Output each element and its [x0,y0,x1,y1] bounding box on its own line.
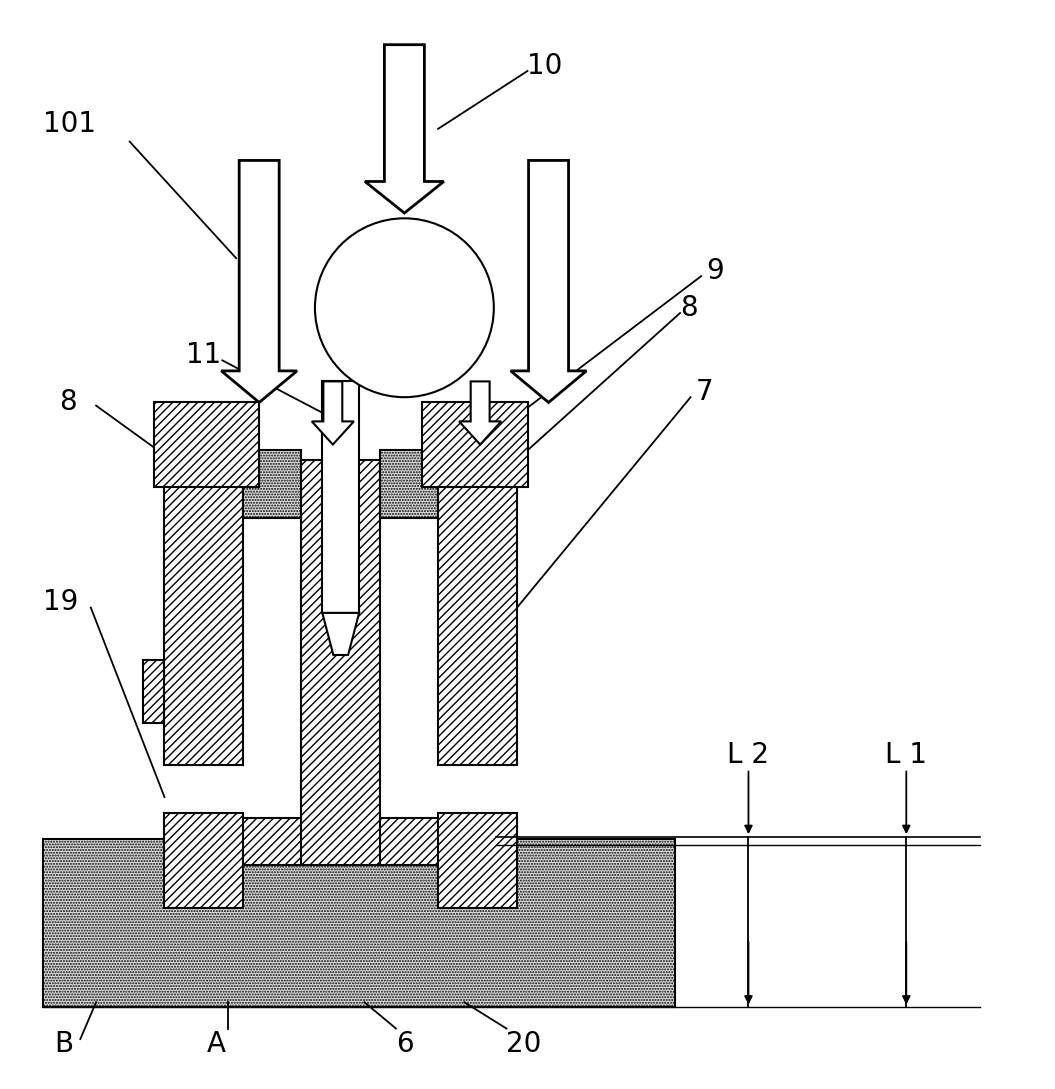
Polygon shape [323,613,359,654]
Bar [244,450,302,518]
Text: 6: 6 [396,1030,414,1059]
Circle shape [315,218,494,397]
Text: 101: 101 [43,110,96,137]
Text: 9: 9 [707,257,724,285]
Polygon shape [459,381,501,444]
Polygon shape [365,45,444,213]
Bar [43,840,675,1007]
Bar [165,818,517,866]
Text: L 2: L 2 [728,741,769,769]
Bar [438,812,517,907]
Bar [143,660,165,723]
Polygon shape [511,160,587,403]
Bar [323,381,359,613]
Text: B: B [54,1030,73,1059]
Text: A: A [207,1030,226,1059]
Text: 19: 19 [43,588,79,616]
Text: 8: 8 [680,294,697,321]
Text: 7: 7 [696,378,713,406]
Text: 8: 8 [59,389,77,416]
Text: L 1: L 1 [885,741,927,769]
Bar [380,450,438,518]
Bar [154,403,260,487]
Text: 10: 10 [528,52,563,79]
Bar [302,461,380,866]
Bar [165,461,244,766]
Bar [438,461,517,766]
Polygon shape [222,160,298,403]
Polygon shape [312,381,353,444]
Text: 20: 20 [506,1030,542,1059]
Bar [422,403,528,487]
Bar [165,812,244,907]
Text: 11: 11 [186,341,220,369]
